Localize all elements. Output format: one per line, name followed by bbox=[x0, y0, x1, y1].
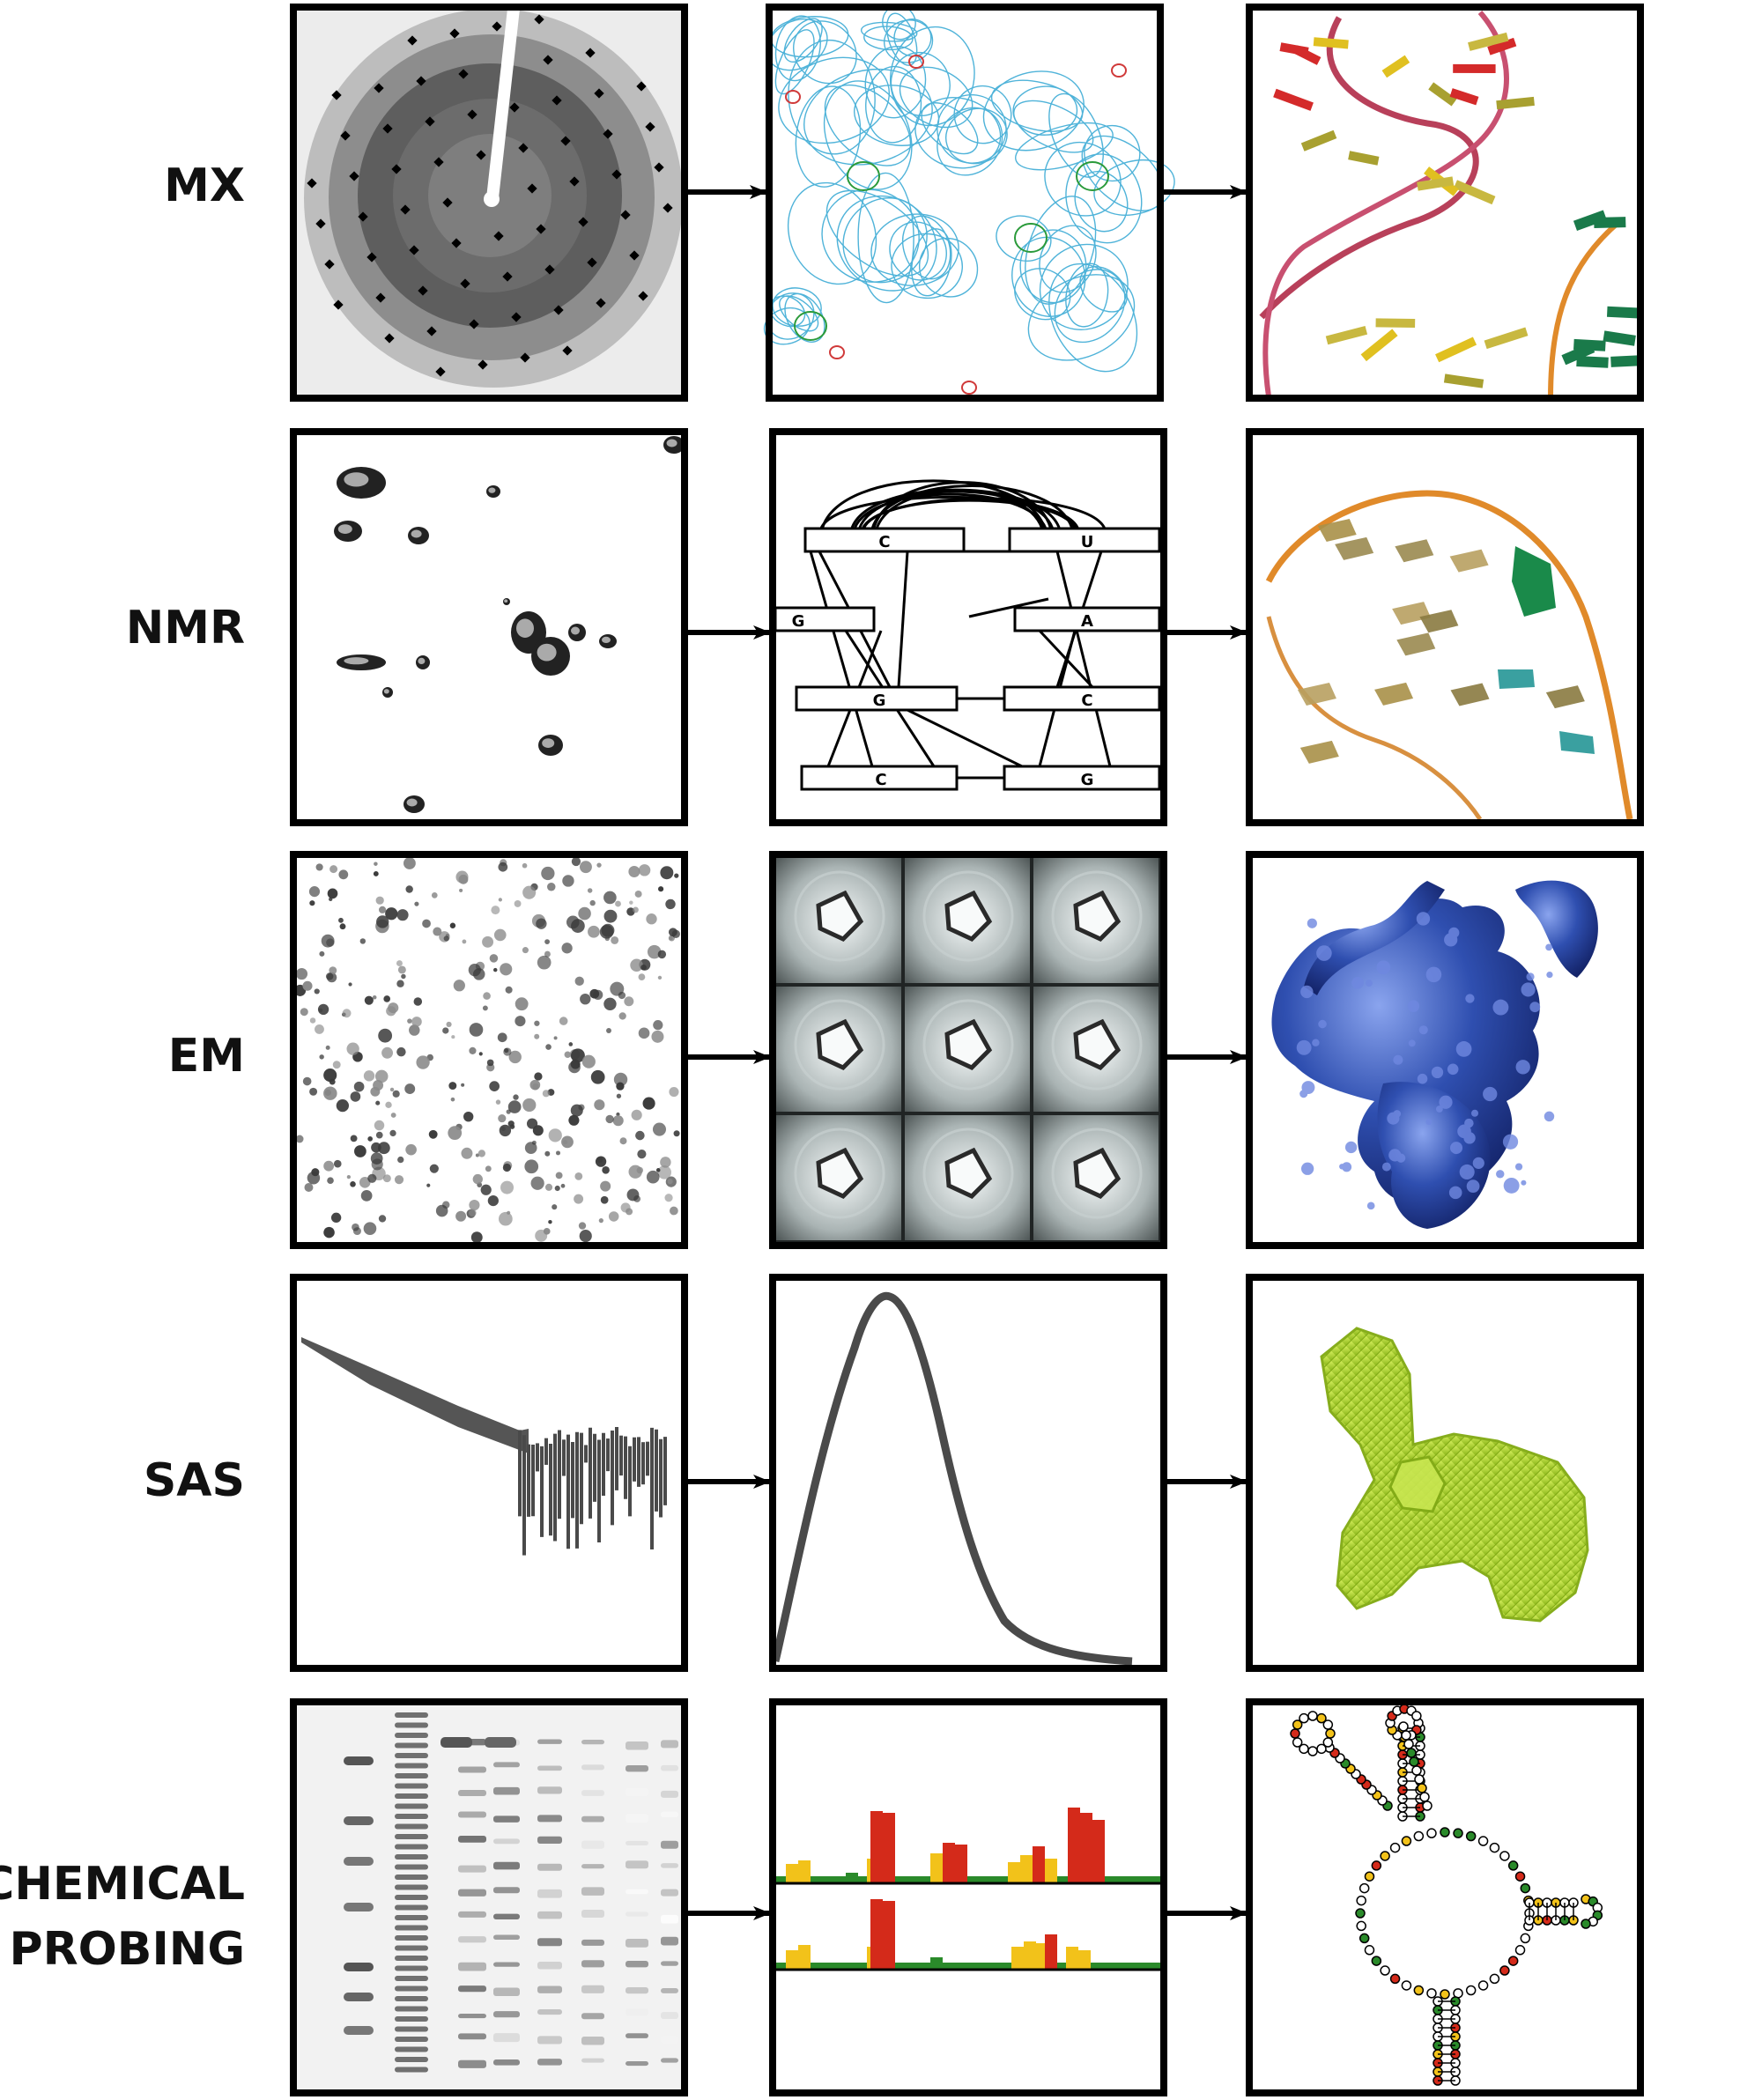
sas-scattering-curve-panel bbox=[293, 1277, 685, 1668]
probing-reactivity-panel bbox=[773, 1702, 1164, 2093]
rna-crystal-structure bbox=[1259, 11, 1643, 399]
base-box-left-1 bbox=[803, 527, 966, 553]
sas-pair-distance-panel bbox=[771, 1277, 1164, 1668]
em-class-averages-panel bbox=[773, 854, 1164, 1246]
class-averages-grid bbox=[774, 856, 1160, 1242]
base-box-left-4 bbox=[800, 765, 959, 791]
base-label-right-4: G bbox=[1081, 771, 1094, 789]
probing-secondary-structure-panel bbox=[1249, 1702, 1640, 2093]
row-label-chemical: CHEMICAL bbox=[0, 1858, 245, 1911]
base-label-left-4: C bbox=[875, 771, 886, 789]
probing-gel-panel bbox=[293, 1702, 685, 2093]
base-boxes: C U G A G C C G bbox=[774, 527, 1161, 791]
em-micrograph-panel bbox=[293, 854, 685, 1246]
em-particles bbox=[294, 856, 680, 1244]
nmr-noe-diagram-panel: C U G A G C C G bbox=[773, 432, 1164, 823]
em-ribosome-map bbox=[1271, 880, 1598, 1229]
base-box-right-2 bbox=[1013, 606, 1161, 632]
beamstop-shadow bbox=[486, 9, 520, 198]
rna-nmr-structure bbox=[1265, 490, 1633, 821]
row-label-mx: MX bbox=[164, 159, 245, 212]
rna-secondary-structure bbox=[1290, 1704, 1603, 2086]
workflow-arrows bbox=[688, 185, 1247, 1920]
sas-envelope-model bbox=[1320, 1327, 1589, 1623]
base-box-left-2 bbox=[774, 606, 876, 632]
row-label-probing: PROBING bbox=[9, 1923, 245, 1976]
base-label-left-2: G bbox=[792, 612, 805, 631]
electron-density-mesh bbox=[763, 4, 1175, 395]
sas-envelope-panel bbox=[1249, 1277, 1640, 1668]
base-box-right-1 bbox=[1008, 527, 1161, 553]
base-label-left-3: G bbox=[873, 691, 886, 710]
nmr-rna-model-panel bbox=[1249, 432, 1640, 823]
nmr-spectrum-panel bbox=[293, 432, 685, 823]
pair-distance-curve bbox=[771, 1291, 1133, 1666]
gel-bands bbox=[344, 1712, 678, 2073]
base-box-left-3 bbox=[795, 685, 959, 712]
panel-frames bbox=[290, 4, 1644, 2096]
base-label-left-1: C bbox=[878, 533, 890, 551]
scattering-curve bbox=[301, 1337, 529, 1453]
row-label-em: EM bbox=[168, 1030, 245, 1083]
mx-density-map-panel bbox=[763, 4, 1175, 398]
mx-diffraction-panel bbox=[293, 7, 685, 398]
map-surface-detail bbox=[1296, 912, 1555, 1210]
reactivity-profile-1 bbox=[775, 1808, 1161, 1883]
base-box-right-4 bbox=[1003, 765, 1161, 791]
base-label-right-1: U bbox=[1081, 533, 1094, 551]
row-label-nmr: NMR bbox=[126, 602, 245, 654]
nmr-peaks bbox=[334, 436, 685, 813]
reactivity-profile-2 bbox=[775, 1899, 1161, 1970]
em-density-map-panel bbox=[1249, 854, 1640, 1246]
mx-rna-model-panel bbox=[1249, 7, 1643, 399]
base-label-right-2: A bbox=[1081, 612, 1093, 631]
row-label-sas: SAS bbox=[144, 1454, 245, 1507]
base-label-right-3: C bbox=[1081, 691, 1092, 710]
scattering-noise bbox=[518, 1427, 667, 1556]
